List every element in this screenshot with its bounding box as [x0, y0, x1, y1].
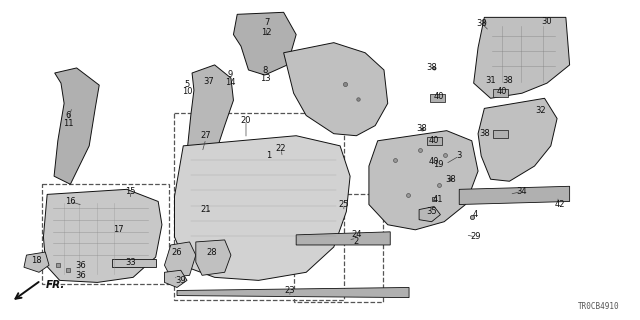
Bar: [294, 194, 383, 302]
Polygon shape: [493, 89, 508, 97]
Text: 33: 33: [125, 258, 136, 267]
Text: 41: 41: [433, 195, 443, 204]
Polygon shape: [24, 252, 49, 272]
Text: 20: 20: [241, 116, 252, 125]
Text: 40: 40: [497, 87, 507, 96]
Text: 38: 38: [476, 19, 487, 28]
Polygon shape: [296, 232, 390, 245]
Text: 42: 42: [554, 200, 565, 209]
Text: 32: 32: [536, 106, 546, 115]
Polygon shape: [284, 43, 388, 136]
Text: 17: 17: [113, 225, 124, 234]
Text: 35: 35: [426, 207, 437, 216]
Text: 24: 24: [351, 230, 362, 239]
Polygon shape: [369, 131, 478, 230]
Text: 37: 37: [203, 77, 214, 86]
Polygon shape: [177, 287, 409, 298]
Polygon shape: [175, 136, 350, 280]
Polygon shape: [460, 186, 570, 204]
Bar: [42, 184, 169, 284]
Text: 14: 14: [225, 78, 236, 87]
Text: 36: 36: [75, 271, 86, 280]
Polygon shape: [196, 240, 231, 275]
Polygon shape: [474, 17, 570, 98]
Polygon shape: [188, 65, 234, 176]
Bar: [174, 114, 344, 300]
Polygon shape: [430, 94, 445, 102]
Text: 30: 30: [541, 17, 552, 26]
Text: 38: 38: [426, 63, 437, 72]
Text: 12: 12: [261, 28, 272, 37]
Text: 5: 5: [184, 80, 189, 89]
Text: 8: 8: [263, 66, 268, 75]
Text: 4: 4: [473, 210, 478, 219]
Polygon shape: [427, 137, 442, 145]
Polygon shape: [54, 68, 99, 184]
Text: 22: 22: [276, 144, 286, 153]
Text: 34: 34: [516, 187, 527, 196]
Text: 29: 29: [470, 232, 481, 241]
Polygon shape: [419, 206, 440, 222]
Text: 10: 10: [182, 87, 192, 96]
Text: 39: 39: [175, 276, 186, 285]
Text: 23: 23: [285, 286, 295, 295]
Text: 38: 38: [479, 129, 490, 138]
Text: FR.: FR.: [45, 280, 65, 291]
Text: 36: 36: [75, 261, 86, 270]
Text: 1: 1: [266, 151, 271, 160]
Text: 16: 16: [65, 197, 76, 206]
Text: 9: 9: [228, 69, 233, 78]
Text: 3: 3: [456, 151, 462, 160]
Text: 38: 38: [503, 76, 513, 85]
Text: 18: 18: [31, 256, 42, 265]
Polygon shape: [164, 270, 187, 287]
Text: 7: 7: [264, 18, 269, 27]
Text: 2: 2: [354, 237, 359, 246]
Polygon shape: [234, 12, 296, 75]
Text: 15: 15: [125, 187, 136, 196]
Polygon shape: [164, 242, 196, 277]
Polygon shape: [493, 130, 508, 138]
Polygon shape: [478, 98, 557, 181]
Text: 27: 27: [200, 131, 211, 140]
Text: 26: 26: [172, 248, 182, 257]
Text: 6: 6: [65, 111, 70, 120]
Text: 13: 13: [260, 74, 271, 83]
Text: 40: 40: [434, 92, 444, 101]
Text: 31: 31: [485, 76, 496, 85]
Text: 21: 21: [200, 205, 211, 214]
Polygon shape: [112, 259, 156, 267]
Text: 38: 38: [445, 175, 456, 184]
Text: 19: 19: [433, 160, 443, 169]
Text: TR0CB4910: TR0CB4910: [578, 302, 620, 311]
Text: 40: 40: [429, 156, 440, 165]
Text: 25: 25: [339, 200, 349, 209]
Text: 11: 11: [63, 119, 73, 128]
Text: 40: 40: [429, 136, 440, 145]
Polygon shape: [44, 189, 162, 283]
Text: 38: 38: [416, 124, 427, 133]
Text: 28: 28: [207, 248, 218, 257]
